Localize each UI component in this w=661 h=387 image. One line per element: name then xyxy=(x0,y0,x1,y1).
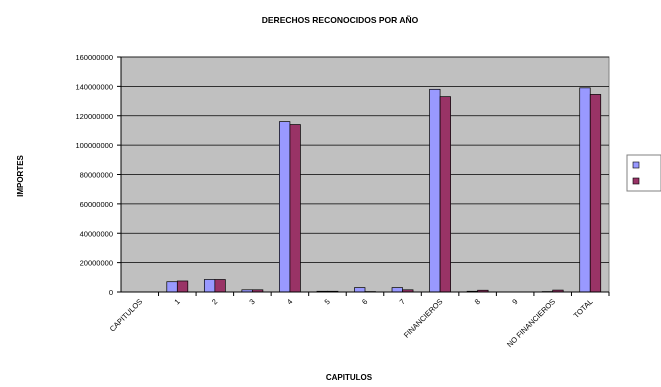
legend-swatch-series-2 xyxy=(632,177,640,185)
y-tick-label: 100000000 xyxy=(75,141,113,150)
bar-series-1 xyxy=(203,279,216,293)
x-tick-label: 7 xyxy=(398,297,407,306)
bar-series-2 xyxy=(214,279,226,293)
bar-series-2 xyxy=(589,94,602,293)
y-tick-label: 80000000 xyxy=(80,171,113,180)
x-tick-label: 3 xyxy=(247,297,256,306)
y-tick-label: 120000000 xyxy=(75,112,113,121)
y-axis-label: IMPORTES xyxy=(16,154,25,196)
y-tick-label: 0 xyxy=(109,288,113,297)
x-axis-label: CAPITULOS xyxy=(326,373,373,382)
legend xyxy=(626,154,661,192)
x-tick-label: 4 xyxy=(285,297,294,306)
bar-series-1 xyxy=(579,87,591,293)
bar-series-1 xyxy=(354,287,366,293)
y-tick-label: 40000000 xyxy=(80,229,113,238)
bar-series-1 xyxy=(279,121,291,293)
bar-series-1 xyxy=(429,88,441,293)
x-tick-label: 2 xyxy=(210,297,219,306)
x-tick-label: 1 xyxy=(172,297,181,306)
y-tick-label: 140000000 xyxy=(75,82,113,91)
bar-series-2 xyxy=(439,96,451,293)
chart-title: DERECHOS RECONOCIDOS POR AÑO xyxy=(262,15,419,25)
bar-series-2 xyxy=(176,280,189,293)
bar-series-1 xyxy=(391,287,403,293)
y-axis-ticks: 0 20000000 40000000 60000000 80000000 1000000… xyxy=(75,53,121,297)
bar-series-2 xyxy=(289,124,301,293)
x-tick-label: 9 xyxy=(510,297,519,306)
gridlines xyxy=(121,56,609,264)
y-tick-label: 20000000 xyxy=(80,259,113,268)
x-tick-label: 6 xyxy=(360,297,369,306)
bar-series-1 xyxy=(166,281,178,293)
legend-box xyxy=(626,154,661,192)
x-tick-label: 5 xyxy=(323,297,332,306)
legend-swatch-series-1 xyxy=(632,161,640,169)
y-tick-label: 160000000 xyxy=(75,53,113,62)
x-tick-label: 8 xyxy=(473,297,482,306)
y-tick-label: 60000000 xyxy=(80,200,113,209)
